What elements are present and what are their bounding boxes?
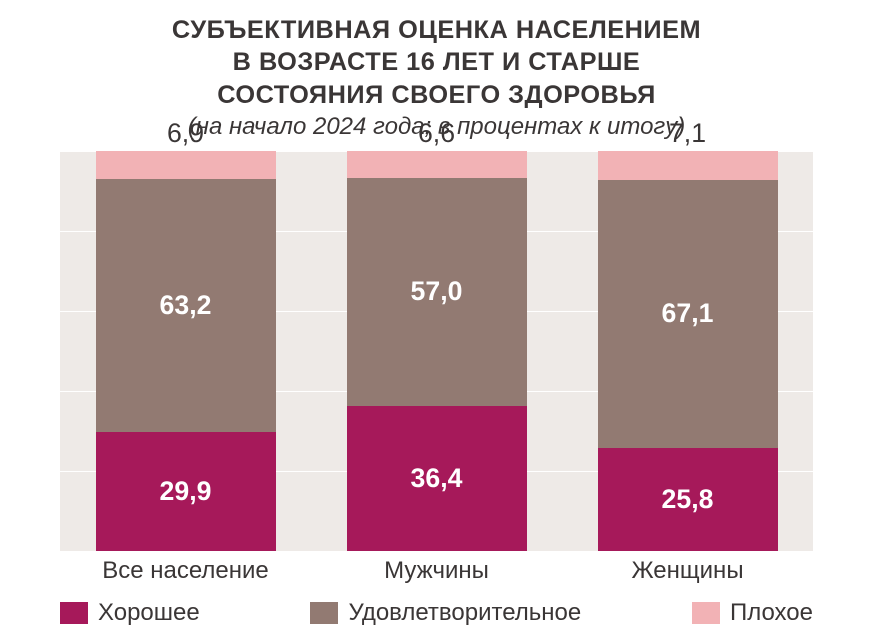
value-label: 6,6 [347,118,527,151]
segment-satisfactory: 63,2 [96,179,276,432]
legend: Хорошее Удовлетворительное Плохое [60,599,813,627]
bar-women: 25,8 67,1 7,1 [598,151,778,551]
chart-title: СУБЪЕКТИВНАЯ ОЦЕНКА НАСЕЛЕНИЕМ В ВОЗРАСТ… [30,14,843,111]
segment-bad: 6,6 [347,151,527,177]
value-label: 63,2 [160,290,212,321]
value-label: 6,9 [96,118,276,151]
plot-area: 29,9 63,2 6,9 36,4 57,0 6,6 [60,151,813,551]
title-line-2: В ВОЗРАСТЕ 16 ЛЕТ И СТАРШЕ [30,46,843,78]
bar-men: 36,4 57,0 6,6 [347,151,527,551]
legend-swatch [60,602,88,624]
category-label: Женщины [598,557,778,585]
x-axis-labels: Все население Мужчины Женщины [60,557,813,585]
legend-item-bad: Плохое [692,599,813,627]
value-label: 7,1 [598,118,778,151]
segment-satisfactory: 57,0 [347,178,527,406]
segment-good: 29,9 [96,432,276,552]
gridline [60,551,813,552]
chart-container: СУБЪЕКТИВНАЯ ОЦЕНКА НАСЕЛЕНИЕМ В ВОЗРАСТ… [0,0,873,641]
legend-label: Хорошее [98,599,200,627]
legend-item-good: Хорошее [60,599,200,627]
category-label: Мужчины [347,557,527,585]
value-label: 25,8 [662,484,714,515]
value-label: 67,1 [662,298,714,329]
value-label: 29,9 [160,476,212,507]
segment-bad: 7,1 [598,151,778,179]
segment-good: 36,4 [347,406,527,552]
segment-bad: 6,9 [96,151,276,179]
legend-item-satisfactory: Удовлетворительное [310,599,581,627]
bar-all-population: 29,9 63,2 6,9 [96,151,276,551]
value-label: 36,4 [411,463,463,494]
title-line-1: СУБЪЕКТИВНАЯ ОЦЕНКА НАСЕЛЕНИЕМ [30,14,843,46]
segment-satisfactory: 67,1 [598,180,778,448]
legend-label: Удовлетворительное [348,599,581,627]
bars-group: 29,9 63,2 6,9 36,4 57,0 6,6 [60,151,813,551]
segment-good: 25,8 [598,448,778,551]
legend-swatch [310,602,338,624]
value-label: 57,0 [411,276,463,307]
category-label: Все население [96,557,276,585]
legend-swatch [692,602,720,624]
title-line-3: СОСТОЯНИЯ СВОЕГО ЗДОРОВЬЯ [30,79,843,111]
legend-label: Плохое [730,599,813,627]
